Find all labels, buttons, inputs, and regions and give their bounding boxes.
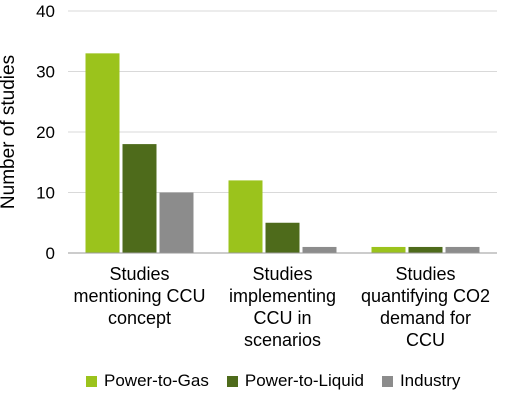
category-label: Studies quantifying CO2 demand for CCU — [361, 264, 490, 350]
y-tick-label: 0 — [46, 244, 55, 263]
bar-industry — [159, 192, 194, 253]
y-tick-label: 30 — [36, 63, 55, 82]
y-tick-labels: 0 10 20 30 40 — [36, 2, 55, 263]
bar-power-to-gas — [228, 180, 263, 253]
bar-industry — [302, 246, 337, 253]
bar-power-to-liquid — [122, 144, 157, 253]
y-tick-label: 20 — [36, 123, 55, 142]
legend-label: Power-to-Liquid — [244, 371, 364, 390]
bars — [85, 53, 480, 253]
bar-power-to-liquid — [408, 246, 443, 253]
y-axis-label: Number of studies — [0, 55, 19, 209]
legend-item: Power-to-Gas — [86, 371, 209, 391]
category-label: Studies mentioning CCU concept — [73, 264, 205, 328]
legend: Power-to-Gas Power-to-Liquid Industry — [86, 371, 460, 391]
legend-label: Industry — [399, 371, 461, 390]
legend-swatch — [86, 375, 97, 387]
bar-power-to-gas — [371, 246, 406, 253]
legend-item: Power-to-Liquid — [226, 371, 364, 391]
gridlines — [68, 10, 497, 193]
bar-power-to-gas — [85, 53, 120, 253]
y-tick-label: 10 — [36, 184, 55, 203]
category-label: Studies implementing CCU in scenarios — [229, 264, 336, 350]
legend-item: Industry — [381, 371, 461, 391]
bar-industry — [445, 246, 480, 253]
category-labels: Studies mentioning CCU concept Studies imple… — [73, 264, 490, 350]
legend-swatch — [226, 375, 238, 387]
legend-swatch — [381, 375, 393, 387]
bar-power-to-liquid — [265, 222, 300, 253]
legend-label: Power-to-Gas — [104, 371, 209, 390]
y-tick-label: 40 — [36, 2, 55, 21]
